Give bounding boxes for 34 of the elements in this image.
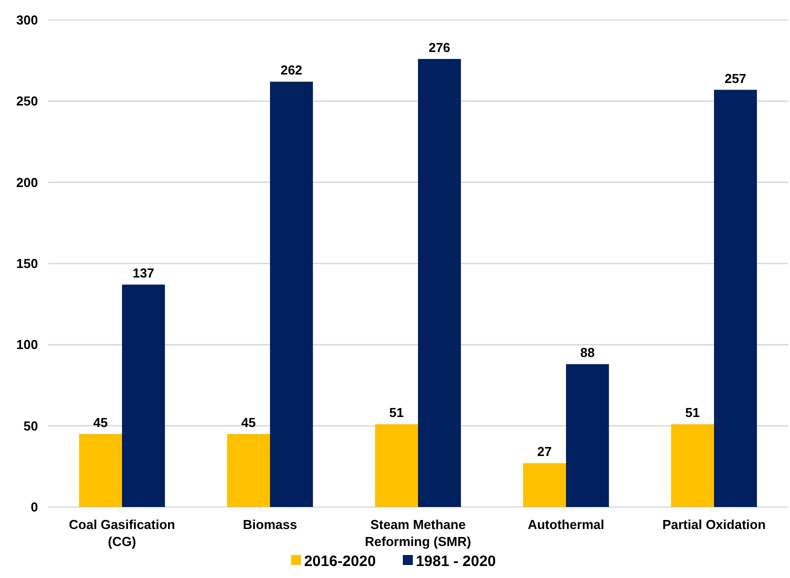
bar	[270, 82, 313, 507]
y-tick-label: 150	[16, 256, 38, 272]
x-tick-label: Autothermal	[528, 517, 604, 532]
bar	[227, 434, 270, 507]
bar	[122, 284, 165, 507]
data-label: 137	[132, 266, 154, 281]
y-tick-label: 200	[16, 174, 38, 190]
y-tick-label: 250	[16, 94, 38, 109]
data-label: 257	[724, 70, 746, 86]
legend-label: 2016-2020	[304, 553, 376, 570]
data-label: 51	[389, 405, 404, 420]
y-tick-label: 300	[16, 12, 38, 28]
bar	[714, 90, 757, 507]
data-label: 45	[93, 414, 108, 430]
data-label: 51	[685, 405, 700, 420]
data-label: 88	[580, 345, 595, 360]
x-tick-label: Coal Gasification (CG)	[68, 517, 176, 549]
y-tick-label: 0	[30, 500, 38, 515]
x-tick-label: Biomass	[242, 517, 298, 532]
bar	[375, 424, 418, 507]
x-tick-label: Partial Oxidation	[662, 517, 766, 532]
bar	[523, 463, 566, 507]
data-label: 45	[241, 414, 256, 430]
data-label: 276	[428, 40, 450, 55]
data-label: 262	[280, 62, 302, 78]
bar	[566, 364, 609, 507]
y-tick-label: 50	[24, 418, 38, 434]
bar	[671, 424, 714, 507]
bar	[79, 434, 122, 507]
bar	[418, 58, 461, 507]
data-label: 27	[537, 444, 552, 460]
legend-label: 1981 - 2020	[416, 553, 496, 570]
x-tick-label: Steam Methane Reforming (SMR)	[364, 517, 472, 549]
y-tick-label: 100	[16, 337, 38, 352]
